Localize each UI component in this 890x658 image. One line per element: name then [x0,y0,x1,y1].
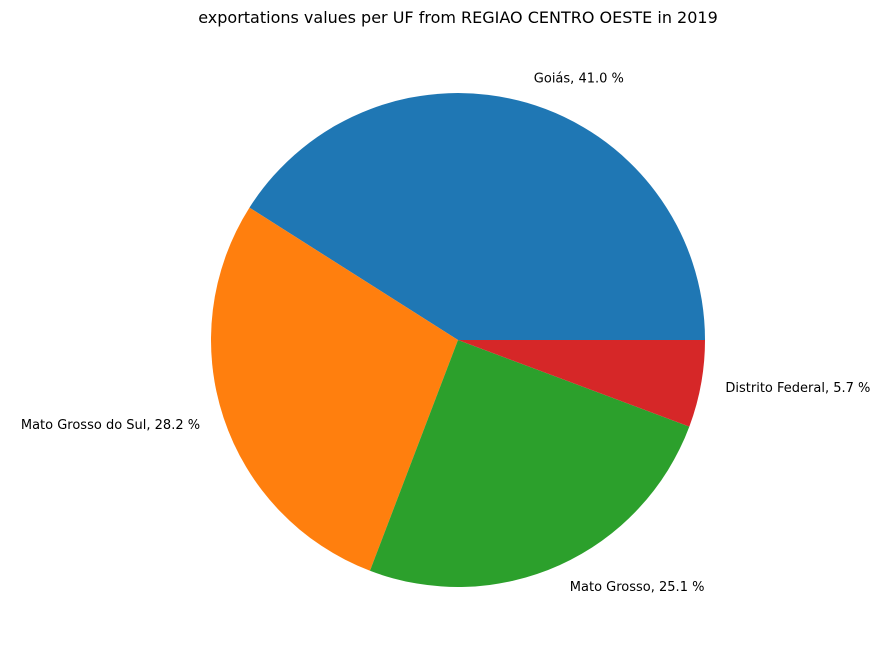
pie-labels: Goiás, 41.0 % Mato Grosso do Sul, 28.2 % M… [21,72,871,595]
slice-label-distrito-federal: Distrito Federal, 5.7 % [725,381,870,396]
slice-label-mato-grosso: Mato Grosso, 25.1 % [570,580,705,595]
pie-slices [210,92,705,587]
slice-label-mato-grosso-do-sul: Mato Grosso do Sul, 28.2 % [21,418,200,433]
pie-slice-mato-grosso-do-sul [210,207,458,571]
chart-title: exportations values per UF from REGIAO C… [198,8,718,27]
slice-label-goi-s: Goiás, 41.0 % [534,72,624,87]
pie-slice-goi-s [249,92,705,341]
pie-slice-mato-grosso [369,340,690,587]
pie-slice-distrito-federal [458,340,705,427]
